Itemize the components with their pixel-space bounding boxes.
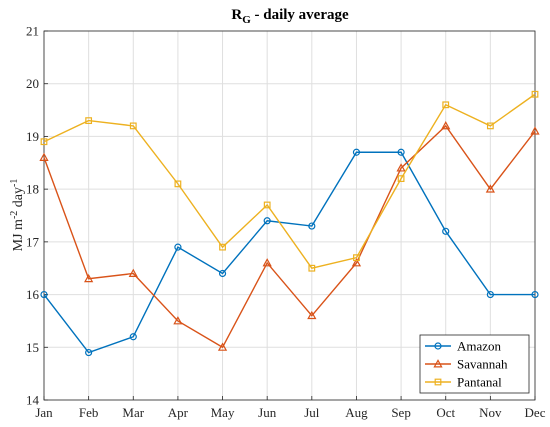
series-line-savannah	[43, 124, 536, 349]
x-tick-label: Apr	[168, 405, 189, 420]
series-pantanal	[40, 90, 539, 272]
plot-frame	[43, 30, 536, 401]
data-point-savannah	[485, 184, 495, 193]
data-point-pantanal	[531, 90, 539, 98]
data-point-savannah	[307, 310, 317, 320]
data-point-pantanal	[486, 122, 494, 130]
y-axis-label: MJ m-2 day-1	[9, 179, 26, 252]
data-point-amazon	[397, 148, 405, 156]
data-point-amazon	[263, 217, 271, 225]
x-tick-label: Jan	[35, 405, 53, 420]
data-point-amazon	[85, 348, 93, 357]
y-tick-labels: 14 15 16 17 18 19 20 21	[26, 24, 48, 408]
data-point-savannah	[128, 268, 138, 277]
y-tick-label: 19	[26, 129, 39, 144]
data-point-pantanal	[353, 254, 360, 262]
legend: Amazon Savannah Pantanal	[419, 334, 530, 394]
series-amazon	[40, 148, 539, 357]
data-point-pantanal	[85, 117, 93, 125]
data-point-savannah	[173, 316, 183, 325]
series-line-pantanal	[43, 93, 536, 270]
legend-marker-savannah	[433, 359, 443, 368]
series-savannah	[39, 121, 540, 351]
data-point-pantanal	[129, 122, 137, 130]
data-point-savannah	[262, 258, 272, 267]
data-point-savannah	[39, 152, 49, 161]
data-point-amazon	[531, 290, 539, 299]
x-tick-label: Aug	[345, 405, 368, 420]
legend-marker-pantanal	[434, 378, 442, 386]
data-point-savannah	[441, 121, 451, 130]
y-tick-label: 15	[26, 340, 39, 355]
x-tick-label: May	[211, 405, 235, 420]
data-point-amazon	[218, 269, 227, 278]
legend-label-amazon: Amazon	[457, 339, 502, 354]
x-tick-label: Dec	[525, 405, 546, 420]
x-tick-label: Mar	[122, 405, 144, 420]
data-point-amazon	[442, 227, 450, 235]
x-tick-label: Feb	[79, 405, 99, 420]
x-tick-labels: Jan Feb Mar Apr May Jun Jul Aug Sep Oct Nov Dec	[35, 396, 546, 420]
data-point-pantanal	[174, 180, 182, 188]
data-point-amazon	[174, 243, 182, 251]
data-point-pantanal	[397, 175, 405, 183]
data-point-savannah	[351, 258, 362, 267]
data-point-savannah	[217, 342, 228, 351]
y-tick-label: 17	[26, 234, 40, 249]
y-tick-label: 21	[26, 24, 39, 39]
y-tick-label: 20	[26, 76, 39, 91]
data-point-amazon	[308, 222, 316, 230]
y-tick-label: 18	[26, 182, 39, 197]
data-point-savannah	[396, 163, 406, 172]
y-tick-label: 16	[26, 287, 40, 302]
data-point-pantanal	[308, 264, 316, 272]
legend-label-pantanal: Pantanal	[457, 375, 502, 390]
data-point-pantanal	[442, 101, 450, 109]
legend-label-savannah: Savannah	[457, 357, 508, 372]
x-tick-label: Jul	[304, 405, 320, 420]
data-point-amazon	[129, 333, 137, 341]
data-point-pantanal	[40, 138, 48, 146]
x-tick-label: Oct	[436, 405, 455, 420]
series-line-amazon	[43, 151, 535, 354]
x-tick-label: Sep	[391, 405, 411, 420]
y-tick-label: 14	[26, 393, 40, 408]
x-tick-label: Jun	[258, 405, 277, 420]
chart-title: RG - daily average	[231, 7, 349, 26]
data-point-pantanal	[263, 201, 271, 209]
data-point-pantanal	[219, 243, 226, 251]
data-point-amazon	[352, 148, 361, 156]
data-point-savannah	[530, 126, 540, 135]
legend-marker-amazon	[434, 342, 442, 350]
data-point-amazon	[486, 290, 494, 299]
grid-lines	[43, 30, 536, 401]
series-layer	[39, 90, 540, 357]
data-point-savannah	[84, 273, 94, 283]
x-tick-label: Nov	[479, 405, 502, 420]
data-point-amazon	[40, 290, 48, 299]
